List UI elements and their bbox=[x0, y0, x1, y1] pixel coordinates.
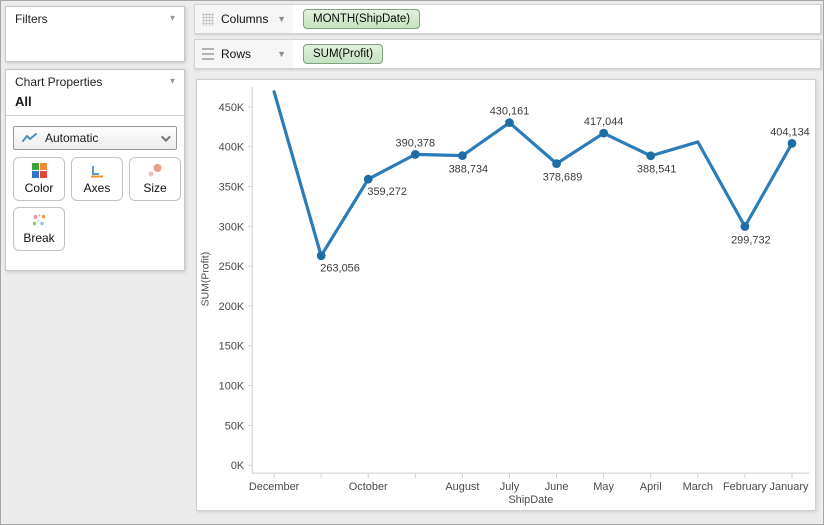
x-tick-label: August bbox=[445, 481, 479, 493]
data-point-label: 299,732 bbox=[731, 234, 771, 246]
y-tick-label: 350K bbox=[219, 181, 245, 193]
y-tick-label: 300K bbox=[219, 221, 245, 233]
chevron-down-icon[interactable]: ▼ bbox=[277, 14, 286, 24]
x-axis-title: ShipDate bbox=[508, 494, 553, 506]
x-tick-label: June bbox=[545, 481, 569, 493]
size-button-label: Size bbox=[143, 181, 167, 195]
collapse-icon[interactable]: ▾ bbox=[169, 76, 175, 87]
data-point[interactable] bbox=[410, 149, 420, 159]
filters-panel-title: Filters bbox=[15, 12, 48, 26]
line-chart-icon bbox=[22, 132, 38, 144]
mark-type-dropdown[interactable]: Automatic bbox=[13, 126, 177, 150]
data-point-label: 378,689 bbox=[543, 172, 583, 184]
y-tick-label: 450K bbox=[219, 102, 245, 114]
axes-button-label: Axes bbox=[83, 181, 111, 195]
data-point[interactable] bbox=[552, 159, 561, 169]
chevron-down-icon[interactable]: ▼ bbox=[277, 49, 286, 59]
data-point-label: 417,044 bbox=[584, 116, 624, 128]
columns-shelf: Columns ▼ MONTH(ShipDate) bbox=[194, 4, 821, 34]
break-dots-icon bbox=[31, 213, 47, 228]
axes-icon bbox=[89, 163, 105, 178]
color-button-label: Color bbox=[24, 181, 54, 195]
size-button[interactable]: Size bbox=[129, 157, 181, 201]
data-point[interactable] bbox=[740, 222, 750, 231]
rows-grip-icon bbox=[202, 47, 214, 61]
data-point-label: 388,541 bbox=[637, 164, 677, 176]
chart-properties-title: Chart Properties bbox=[15, 75, 103, 89]
filters-panel: Filters ▾ bbox=[5, 6, 185, 62]
data-point[interactable] bbox=[646, 151, 656, 161]
scope-label: All bbox=[6, 92, 184, 116]
y-tick-label: 400K bbox=[219, 142, 245, 154]
mark-type-value: Automatic bbox=[45, 131, 99, 145]
break-button-label: Break bbox=[23, 231, 55, 245]
data-point[interactable] bbox=[316, 251, 326, 261]
data-point[interactable] bbox=[458, 151, 467, 161]
profit-line-series bbox=[272, 90, 794, 258]
columns-grip-icon bbox=[202, 12, 214, 26]
x-tick-label: April bbox=[640, 481, 662, 493]
filters-panel-header[interactable]: Filters ▾ bbox=[6, 7, 184, 29]
y-tick-label: 50K bbox=[225, 420, 245, 432]
data-point[interactable] bbox=[363, 174, 373, 184]
rows-pill-sum-profit[interactable]: SUM(Profit) bbox=[303, 44, 384, 64]
break-button[interactable]: Break bbox=[13, 207, 65, 251]
y-tick-label: 150K bbox=[219, 341, 245, 353]
x-tick-label: December bbox=[249, 481, 300, 493]
data-point-label: 359,272 bbox=[367, 186, 407, 198]
collapse-icon[interactable]: ▾ bbox=[169, 13, 175, 24]
axes-button[interactable]: Axes bbox=[71, 157, 123, 201]
data-point[interactable] bbox=[787, 139, 797, 148]
color-squares-icon bbox=[31, 163, 47, 178]
data-point-label: 404,134 bbox=[770, 126, 810, 138]
columns-shelf-label: Columns bbox=[221, 12, 269, 26]
columns-pill-month-shipdate[interactable]: MONTH(ShipDate) bbox=[303, 9, 421, 29]
x-tick-label: October bbox=[349, 481, 388, 493]
y-tick-label: 200K bbox=[219, 301, 245, 313]
y-tick-label: 100K bbox=[219, 381, 245, 393]
columns-shelf-header: Columns ▼ bbox=[195, 5, 293, 33]
rows-shelf-header: Rows ▼ bbox=[195, 40, 293, 68]
chart-properties-panel: Chart Properties ▾ All Automatic bbox=[5, 69, 185, 271]
color-button[interactable]: Color bbox=[13, 157, 65, 201]
data-point-label: 263,056 bbox=[320, 263, 360, 275]
x-tick-label: March bbox=[683, 481, 713, 493]
y-tick-label: 250K bbox=[219, 261, 245, 273]
x-tick-label: January bbox=[770, 481, 809, 493]
x-tick-label: July bbox=[500, 481, 520, 493]
filters-panel-body[interactable] bbox=[6, 29, 184, 57]
chart-properties-header[interactable]: Chart Properties ▾ bbox=[6, 70, 184, 92]
profit-line-chart[interactable]: 0K 50K 100K 150K 200K 250K 300K 350K 400K 450K Dec… bbox=[197, 80, 815, 510]
data-point-label: 388,734 bbox=[449, 164, 489, 176]
data-point-label: 430,161 bbox=[490, 106, 530, 118]
rows-shelf-label: Rows bbox=[221, 47, 252, 61]
chart-panel[interactable]: 0K 50K 100K 150K 200K 250K 300K 350K 400K 450K Dec… bbox=[196, 79, 816, 511]
y-axis-title: SUM(Profit) bbox=[200, 252, 211, 307]
chevron-down-icon bbox=[160, 131, 171, 142]
property-buttons: Color Axes bbox=[13, 157, 181, 251]
data-point-label: 390,378 bbox=[396, 137, 436, 149]
data-point[interactable] bbox=[599, 128, 609, 138]
x-tick-label: February bbox=[723, 481, 767, 493]
x-tick-label: May bbox=[593, 481, 614, 493]
data-point[interactable] bbox=[505, 118, 514, 128]
y-tick-label: 0K bbox=[231, 460, 245, 472]
rows-shelf: Rows ▼ SUM(Profit) bbox=[194, 39, 821, 69]
size-circles-icon bbox=[147, 163, 163, 178]
